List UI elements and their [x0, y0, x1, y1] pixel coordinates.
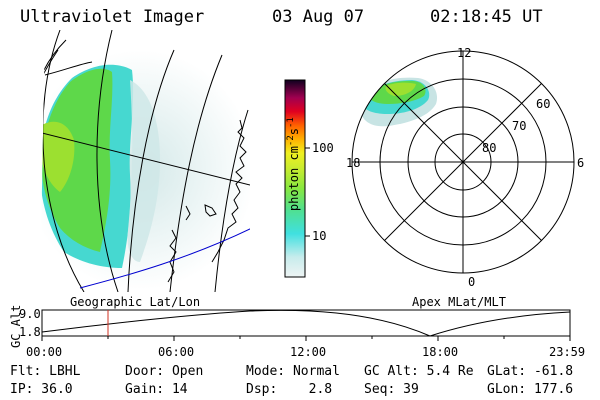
- status-door: Door: Open: [125, 364, 204, 379]
- altitude-ytick-low: 1.8: [19, 325, 41, 339]
- time-tick-0600: 06:00: [158, 345, 195, 359]
- observation-date: 03 Aug 07: [272, 7, 365, 27]
- mlt-label-6: 6: [577, 156, 585, 170]
- geo-coastlines: [167, 119, 247, 283]
- status-gain: Gain: 14: [125, 382, 188, 397]
- mlt-label-18: 18: [346, 156, 361, 170]
- mlat-label-60: 60: [536, 97, 551, 111]
- status-ip: IP: 36.0: [10, 382, 73, 397]
- geo-panel-label: Geographic Lat/Lon: [70, 295, 201, 309]
- unit-s: s: [287, 127, 301, 136]
- unit-photon: photon cm: [287, 146, 301, 212]
- polar-plot: [351, 50, 575, 274]
- mlat-label-70: 70: [512, 119, 527, 133]
- mlt-label-12: 12: [457, 46, 472, 60]
- mlt-label-0: 0: [468, 275, 476, 289]
- altitude-curve: [41, 309, 571, 337]
- geo-grid: [40, 30, 250, 292]
- colorbar-tick-10: 10: [312, 229, 327, 243]
- time-tick-1200: 12:00: [290, 345, 327, 359]
- status-gc-alt: GC Alt: 5.4 Re: [364, 364, 474, 379]
- status-glon: GLon: 177.6: [487, 382, 574, 397]
- altitude-strip: [41, 309, 571, 341]
- unit-exp-s: -1: [286, 117, 296, 128]
- status-filter: Flt: LBHL: [10, 364, 81, 379]
- colorbar: [284, 79, 310, 278]
- polar-panel-label: Apex MLat/MLT: [412, 295, 506, 309]
- colorbar-tick-100: 100: [312, 141, 334, 155]
- status-dsp: Dsp: 2.8: [246, 382, 333, 397]
- status-seq: Seq: 39: [364, 382, 419, 397]
- mlat-label-80: 80: [482, 141, 497, 155]
- unit-exp-cm: -2: [286, 135, 296, 147]
- colorbar-unit-label: photon cm-2s-1: [275, 117, 312, 240]
- time-tick-2359: 23:59: [549, 345, 586, 359]
- time-tick-1800: 18:00: [422, 345, 459, 359]
- altitude-ytick-high: 9.0: [19, 307, 41, 321]
- time-tick-0000: 00:00: [26, 345, 63, 359]
- instrument-title: Ultraviolet Imager: [20, 7, 205, 27]
- status-glat: GLat: -61.8: [487, 364, 574, 379]
- status-mode: Mode: Normal: [246, 364, 340, 379]
- observation-time: 02:18:45 UT: [430, 7, 543, 27]
- coastline-blue: [79, 227, 250, 289]
- auroral-emission-geo: [40, 50, 250, 290]
- geographic-map: [40, 30, 250, 292]
